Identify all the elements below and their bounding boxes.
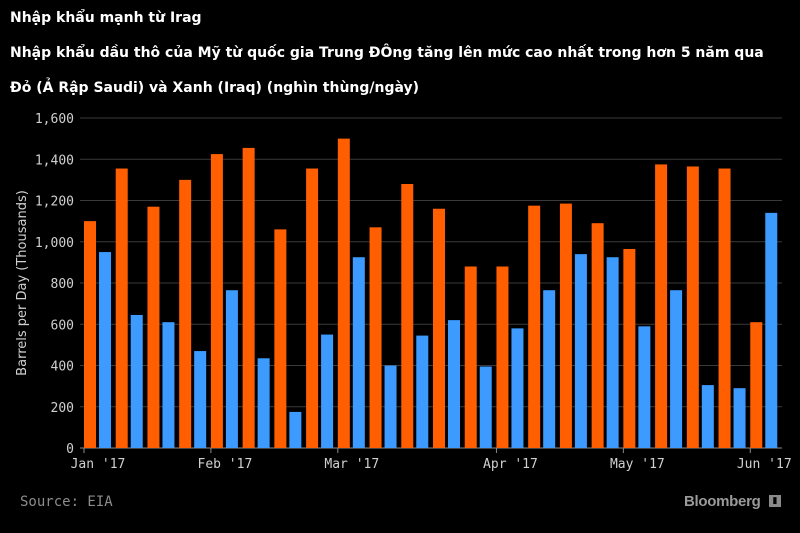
x-tick-label: May '17	[610, 457, 665, 472]
chart-subtitle: Nhập khẩu dầu thô của Mỹ từ quốc gia Tru…	[10, 45, 764, 61]
y-tick-label: 1,400	[35, 153, 74, 168]
bar-iraq	[416, 335, 429, 448]
y-axis-ticks: 0 200 400 600 800 1,000 1,200 1,400 1,600	[35, 112, 74, 457]
bar-saudi	[464, 266, 477, 448]
bar-saudi	[242, 147, 255, 448]
y-tick-label: 1,000	[35, 236, 74, 251]
brand-logo: Bloomberg	[684, 493, 761, 510]
bar-saudi	[528, 205, 541, 448]
bar-iraq	[130, 314, 143, 448]
bar-iraq	[606, 257, 619, 448]
bar-saudi	[591, 223, 604, 448]
bar-saudi	[274, 229, 287, 448]
bloomberg-chart-icon: ▮	[769, 495, 781, 507]
bar-saudi	[433, 208, 445, 448]
bar-saudi	[496, 266, 509, 448]
bar-iraq	[479, 366, 492, 448]
bar-iraq	[574, 254, 587, 448]
x-tick-label: Jun '17	[737, 457, 792, 472]
bars	[84, 138, 778, 448]
bar-saudi	[718, 168, 731, 448]
y-tick-label: 1,200	[35, 195, 74, 210]
bar-saudi	[750, 322, 763, 448]
y-tick-label: 1,600	[35, 112, 74, 127]
bar-iraq	[99, 252, 111, 448]
bar-iraq	[670, 290, 683, 448]
bar-saudi	[401, 184, 414, 448]
bar-saudi	[337, 138, 350, 448]
bar-saudi	[623, 248, 636, 448]
y-tick-label: 200	[51, 401, 74, 416]
bar-saudi	[306, 168, 319, 448]
x-tick-label: Mar '17	[324, 457, 379, 472]
bar-iraq	[257, 358, 270, 448]
bar-iraq	[225, 290, 238, 448]
bar-iraq	[511, 328, 524, 448]
bar-saudi	[147, 206, 160, 448]
bar-saudi	[369, 227, 382, 448]
bar-iraq	[638, 326, 651, 448]
bar-iraq	[448, 320, 460, 448]
bar-saudi	[115, 168, 128, 448]
bar-iraq	[543, 290, 556, 448]
x-tick-label: Apr '17	[483, 457, 538, 472]
bar-iraq	[701, 385, 714, 448]
x-axis: Jan '17 Feb '17 Mar '17 Apr '17 May '17 Jun '…	[71, 448, 792, 472]
bar-iraq	[384, 365, 397, 448]
bar-saudi	[84, 221, 96, 448]
bar-saudi	[210, 154, 223, 448]
bar-iraq	[194, 351, 207, 448]
y-axis-label: Barrels per Day (Thousands)	[15, 190, 30, 376]
y-tick-label: 0	[66, 442, 74, 457]
bar-saudi	[179, 179, 192, 448]
x-tick-label: Jan '17	[71, 457, 126, 472]
legend-note: Đỏ (Ả Rập Saudi) và Xanh (Iraq) (nghìn t…	[10, 80, 420, 96]
bar-iraq	[289, 411, 302, 448]
bar-saudi	[559, 203, 572, 448]
x-tick-label: Feb '17	[198, 457, 253, 472]
bar-iraq	[321, 334, 334, 448]
bar-iraq	[352, 257, 365, 448]
bar-saudi	[686, 166, 699, 448]
y-tick-label: 600	[51, 318, 74, 333]
chart-title: Nhập khẩu mạnh từ Irag	[10, 10, 202, 26]
y-tick-label: 800	[51, 277, 74, 292]
bar-iraq	[162, 322, 175, 448]
bar-iraq	[765, 212, 778, 448]
source-note: Source: EIA	[20, 494, 113, 510]
y-tick-label: 400	[51, 360, 74, 375]
bar-iraq	[733, 388, 746, 448]
bar-saudi	[655, 164, 668, 448]
